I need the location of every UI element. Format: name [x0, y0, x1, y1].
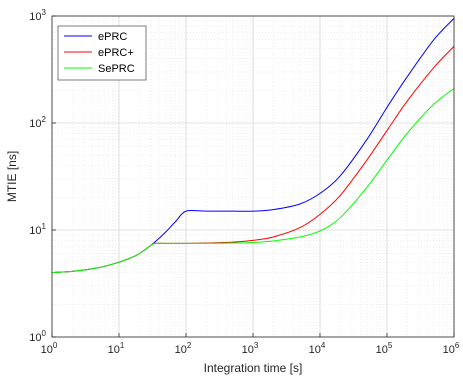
legend: ePRC ePRC+ SePRC [57, 25, 147, 81]
y-tick-label: 101 [29, 222, 46, 237]
x-tick-exponent: 0 [53, 341, 58, 350]
x-tick-label: 100 [41, 341, 58, 356]
y-tick-label: 102 [29, 115, 46, 130]
x-tick-exponent: 5 [388, 341, 393, 350]
x-tick-base: 10 [376, 344, 388, 356]
y-tick-base: 10 [29, 11, 41, 23]
y-tick-exponent: 2 [42, 115, 47, 124]
x-tick-base: 10 [309, 344, 321, 356]
y-tick-base: 10 [29, 332, 41, 344]
x-tick-exponent: 2 [187, 341, 192, 350]
x-tick-exponent: 6 [455, 341, 460, 350]
x-tick-label: 105 [376, 341, 393, 356]
y-tick-exponent: 1 [42, 222, 47, 231]
x-tick-exponent: 4 [321, 341, 326, 350]
x-axis-label: Integration time [s] [204, 361, 303, 375]
x-tick-label: 102 [175, 341, 192, 356]
legend-label: ePRC [98, 31, 127, 43]
x-tick-base: 10 [175, 344, 187, 356]
series-layer [52, 18, 454, 274]
x-tick-base: 10 [242, 344, 254, 356]
series-line-seprc [52, 88, 454, 274]
y-tick-exponent: 3 [42, 8, 47, 17]
x-tick-label: 104 [309, 341, 326, 356]
y-tick-base: 10 [29, 118, 41, 130]
x-tick-base: 10 [108, 344, 120, 356]
y-tick-exponent: 0 [42, 329, 47, 338]
x-tick-label: 101 [108, 341, 125, 356]
y-tick-label: 100 [29, 329, 46, 344]
y-tick-base: 10 [29, 225, 41, 237]
x-tick-label: 106 [443, 341, 460, 356]
y-axis-label: MTIE [ns] [5, 151, 19, 202]
x-tick-base: 10 [41, 344, 53, 356]
legend-label: SePRC [98, 63, 135, 75]
legend-label: ePRC+ [98, 47, 134, 59]
legend-box [57, 25, 147, 81]
x-tick-base: 10 [443, 344, 455, 356]
x-tick-label: 103 [242, 341, 259, 356]
x-tick-exponent: 1 [120, 341, 125, 350]
y-tick-label: 103 [29, 8, 46, 23]
x-tick-exponent: 3 [254, 341, 259, 350]
